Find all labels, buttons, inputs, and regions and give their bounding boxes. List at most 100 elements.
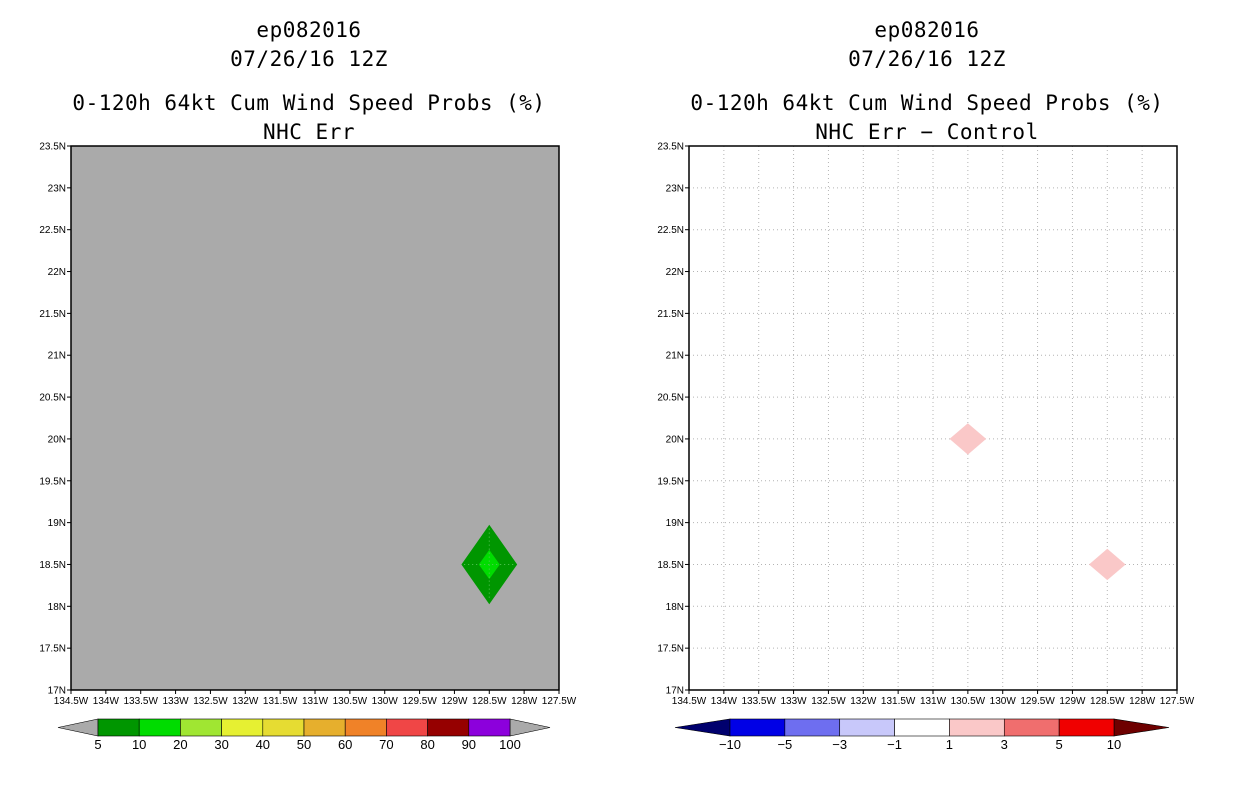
- x-tick-label: 129W: [441, 696, 468, 707]
- colorbar-label: −5: [777, 737, 792, 752]
- storm-id-title: ep082016: [256, 18, 362, 42]
- x-tick-label: 132W: [850, 696, 877, 707]
- x-tick-label: 129.5W: [402, 696, 437, 707]
- colorbar-label: 10: [132, 737, 146, 752]
- subtitle: NHC Err − Control: [815, 120, 1039, 144]
- colorbar-segment: [839, 718, 895, 737]
- time-title: 07/26/16 12Z: [230, 47, 388, 71]
- x-tick-label: 130W: [372, 696, 399, 707]
- y-tick-label: 22N: [48, 267, 66, 278]
- x-tick-label: 134W: [93, 696, 120, 707]
- y-tick-label: 21.5N: [39, 309, 66, 320]
- y-tick-label: 21N: [48, 351, 66, 362]
- y-tick-label: 17.5N: [39, 644, 66, 655]
- colorbar-label: 40: [256, 737, 270, 752]
- plot-background: [71, 146, 559, 690]
- colorbar-segment: [468, 718, 511, 737]
- x-tick-label: 128W: [1129, 696, 1156, 707]
- probability-contour-inner: [478, 549, 500, 580]
- x-tick-label: 133.5W: [123, 696, 158, 707]
- colorbar-segment: [180, 718, 222, 737]
- colorbar-label: 80: [420, 737, 434, 752]
- y-tick-label: 22.5N: [39, 225, 66, 236]
- subtitle: NHC Err: [262, 120, 355, 144]
- colorbar-segment: [386, 718, 428, 737]
- colorbar-label: 5: [94, 737, 101, 752]
- x-tick-label: 128.5W: [1090, 696, 1125, 707]
- x-tick-label: 132W: [232, 696, 259, 707]
- y-tick-label: 23N: [666, 183, 684, 194]
- colorbar-label: 30: [214, 737, 228, 752]
- colorbar-over-triangle: [509, 718, 551, 737]
- right-panel: ep082016 07/26/16 12Z 0-120h 64kt Cum Wi…: [618, 0, 1236, 800]
- y-tick-label: 18.5N: [39, 560, 66, 571]
- y-tick-label: 18N: [666, 602, 684, 613]
- x-tick-label: 127.5W: [1160, 696, 1195, 707]
- colorbar-segment: [138, 718, 181, 737]
- y-tick-label: 20N: [48, 434, 66, 445]
- y-tick-label: 22.5N: [657, 225, 684, 236]
- colorbar-segment: [1003, 718, 1060, 737]
- x-tick-label: 132.5W: [811, 696, 846, 707]
- colorbar-label: 1: [946, 737, 953, 752]
- colorbar-segment: [97, 718, 140, 737]
- colorbar-label: 70: [379, 737, 393, 752]
- x-tick-label: 131.5W: [881, 696, 916, 707]
- colorbar-label: 60: [338, 737, 352, 752]
- colorbar-segment: [1058, 718, 1115, 737]
- probability-map: 134.5W 134W 133.5W 133W 132.5W 132W 131.5W 131W…: [39, 142, 576, 753]
- x-tick-label: 134W: [711, 696, 738, 707]
- x-tick-label: 130.5W: [951, 696, 986, 707]
- y-tick-label: 20.5N: [657, 393, 684, 404]
- x-tick-label: 131W: [920, 696, 947, 707]
- difference-contour: [1088, 548, 1126, 581]
- storm-id-title: ep082016: [874, 18, 980, 42]
- colorbar-segment: [894, 718, 950, 737]
- colorbar-label: 90: [462, 737, 476, 752]
- colorbar-label: −3: [832, 737, 847, 752]
- time-title: 07/26/16 12Z: [848, 47, 1006, 71]
- y-tick-label: 18N: [48, 602, 66, 613]
- colorbar-label: 100: [499, 737, 521, 752]
- y-tick-label: 22N: [666, 267, 684, 278]
- colorbar-over-triangle: [1113, 718, 1170, 737]
- x-tick-label: 128.5W: [472, 696, 507, 707]
- x-tick-label: 128W: [511, 696, 538, 707]
- y-tick-label: 19.5N: [39, 476, 66, 487]
- x-tick-label: 133W: [781, 696, 808, 707]
- y-tick-label: 19.5N: [657, 476, 684, 487]
- colorbar-under-triangle: [674, 718, 731, 737]
- y-tick-label: 19N: [666, 518, 684, 529]
- y-tick-label: 21N: [666, 351, 684, 362]
- colorbar-under-triangle: [57, 718, 99, 737]
- colorbar-label: 5: [1056, 737, 1063, 752]
- colorbar-label: 50: [297, 737, 311, 752]
- colorbar-label: −1: [887, 737, 902, 752]
- product-title: 0-120h 64kt Cum Wind Speed Probs (%): [72, 91, 546, 115]
- x-tick-label: 132.5W: [193, 696, 228, 707]
- y-tick-label: 20.5N: [39, 393, 66, 404]
- colorbar-segment: [949, 718, 1005, 737]
- left-panel: ep082016 07/26/16 12Z 0-120h 64kt Cum Wi…: [39, 18, 576, 753]
- y-tick-label: 17N: [666, 686, 684, 697]
- x-tick-label: 133W: [163, 696, 190, 707]
- colorbar-segment: [303, 718, 346, 737]
- y-tick-label: 23N: [48, 183, 66, 194]
- x-tick-label: 131W: [302, 696, 329, 707]
- x-tick-label: 129.5W: [1020, 696, 1055, 707]
- colorbar-label: 20: [173, 737, 187, 752]
- x-tick-label: 131.5W: [263, 696, 298, 707]
- x-tick-label: 134.5W: [672, 696, 707, 707]
- y-tick-label: 23.5N: [657, 142, 684, 153]
- difference-map: 134.5W 134W 133.5W 133W 132.5W 132W 131.5W 131W…: [657, 142, 1195, 753]
- y-tick-label: 23.5N: [39, 142, 66, 153]
- colorbar-segment: [344, 718, 387, 737]
- colorbar-segment: [427, 718, 470, 737]
- y-tick-label: 21.5N: [657, 309, 684, 320]
- colorbar-label: 3: [1001, 737, 1008, 752]
- x-tick-label: 130W: [990, 696, 1017, 707]
- colorbar-segment: [729, 718, 786, 737]
- y-tick-label: 20N: [666, 434, 684, 445]
- colorbar-label: −10: [719, 737, 741, 752]
- x-tick-label: 133.5W: [741, 696, 776, 707]
